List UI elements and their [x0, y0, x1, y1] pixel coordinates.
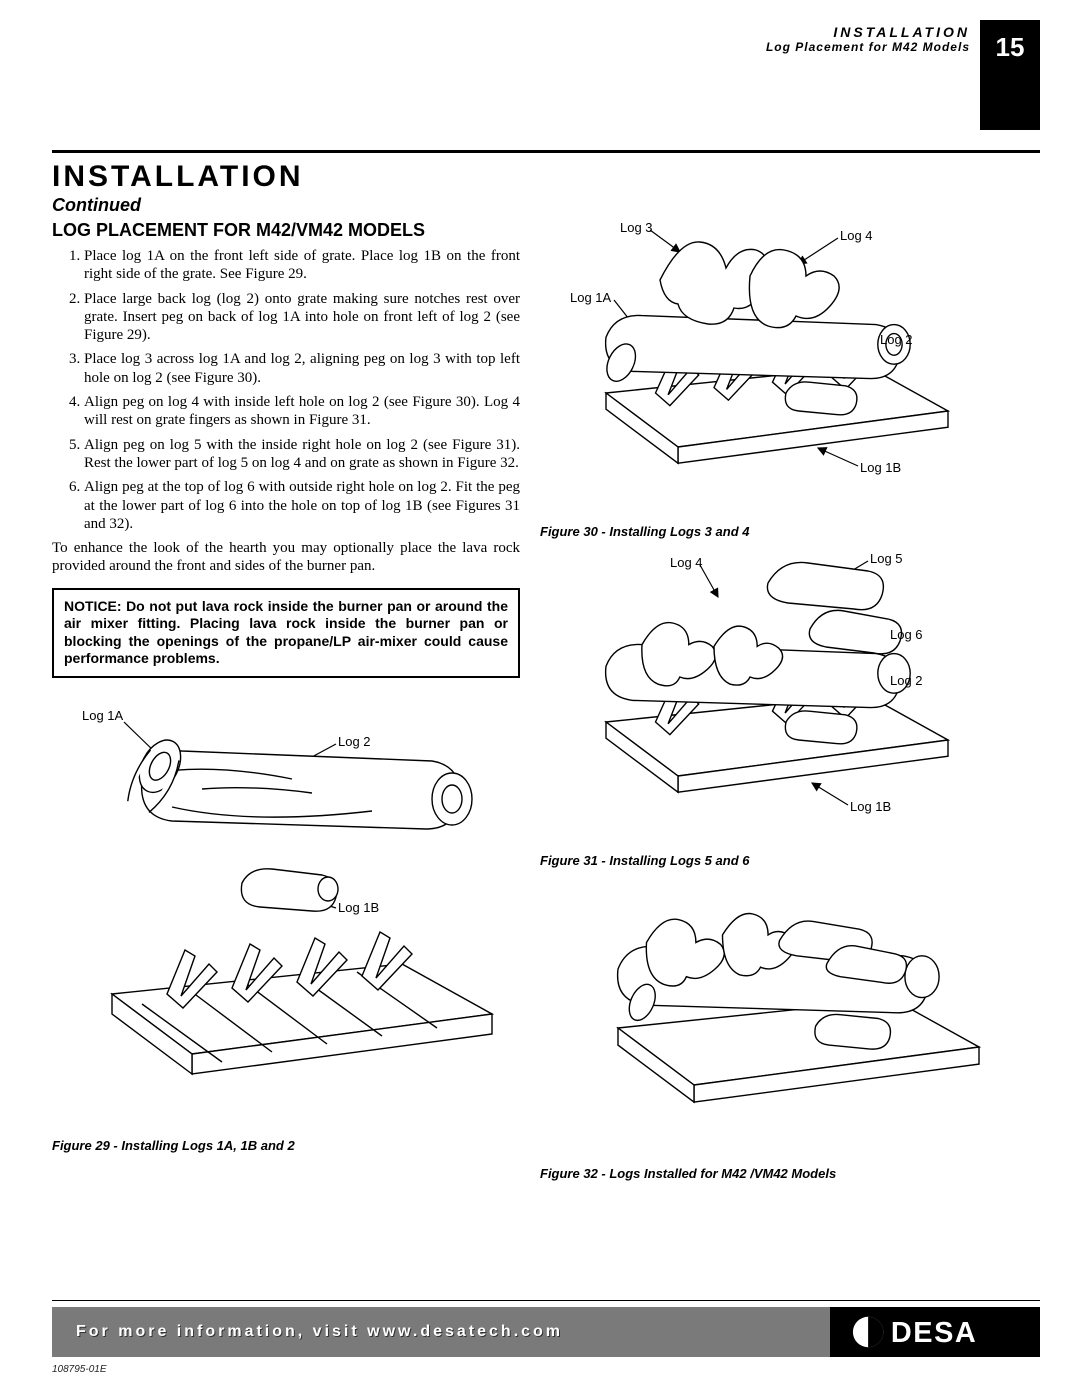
- footer-bar: For more information, visit www.desatech…: [52, 1307, 1040, 1357]
- right-column: Log 3 Log 4 Log 1A Log 2 Log 1B: [540, 220, 1040, 1181]
- figure-31-caption: Figure 31 - Installing Logs 5 and 6: [540, 853, 1040, 868]
- label-log4: Log 4: [670, 555, 703, 570]
- label-log6: Log 6: [890, 627, 923, 642]
- step-item: Place log 3 across log 1A and log 2, ali…: [84, 350, 520, 387]
- header-section: INSTALLATION: [766, 24, 970, 40]
- step-item: Align peg at the top of log 6 with outsi…: [84, 478, 520, 533]
- page: INSTALLATION Log Placement for M42 Model…: [0, 0, 1080, 1397]
- label-log1b: Log 1B: [338, 900, 379, 915]
- label-log2: Log 2: [880, 332, 913, 347]
- step-item: Place log 1A on the front left side of g…: [84, 247, 520, 284]
- step-item: Align peg on log 4 with inside left hole…: [84, 393, 520, 430]
- footer-rule: [52, 1300, 1040, 1301]
- figure-29-svg: [52, 694, 520, 1124]
- steps-list: Place log 1A on the front left side of g…: [52, 247, 520, 533]
- brand-logo: DESA: [830, 1307, 1040, 1357]
- figure-30-svg: [540, 220, 1040, 520]
- figure-30: Log 3 Log 4 Log 1A Log 2 Log 1B: [540, 220, 1040, 520]
- continued-label: Continued: [52, 195, 141, 216]
- label-log1b: Log 1B: [850, 799, 891, 814]
- left-column: LOG PLACEMENT FOR M42/VM42 MODELS Place …: [52, 220, 520, 1153]
- figure-31-svg: [540, 549, 1040, 849]
- svg-text:DESA: DESA: [891, 1317, 977, 1349]
- notice-box: NOTICE: Do not put lava rock inside the …: [52, 588, 520, 678]
- figure-29-caption: Figure 29 - Installing Logs 1A, 1B and 2: [52, 1138, 520, 1153]
- figure-30-caption: Figure 30 - Installing Logs 3 and 4: [540, 524, 1040, 539]
- step-item: Align peg on log 5 with the inside right…: [84, 436, 520, 473]
- figure-29: Log 1A Log 2 Log 1B: [52, 694, 520, 1134]
- label-log2: Log 2: [338, 734, 371, 749]
- document-number: 108795-01E: [52, 1364, 107, 1375]
- figure-32: [540, 882, 1040, 1162]
- label-log4: Log 4: [840, 228, 873, 243]
- label-log5: Log 5: [870, 551, 903, 566]
- footer-text: For more information, visit www.desatech…: [52, 1307, 830, 1357]
- page-header: INSTALLATION Log Placement for M42 Model…: [766, 20, 1040, 130]
- page-title: INSTALLATION: [52, 160, 304, 194]
- step-item: Place large back log (log 2) onto grate …: [84, 290, 520, 345]
- label-log1a: Log 1A: [570, 290, 611, 305]
- label-log2: Log 2: [890, 673, 923, 688]
- header-rule: [52, 150, 1040, 153]
- label-log1b: Log 1B: [860, 460, 901, 475]
- label-log1a: Log 1A: [82, 708, 123, 723]
- label-log3: Log 3: [620, 220, 653, 235]
- figure-32-svg: [540, 882, 1040, 1162]
- section-heading: LOG PLACEMENT FOR M42/VM42 MODELS: [52, 220, 520, 241]
- figure-31: Log 4 Log 5 Log 6 Log 2 Log 1B: [540, 549, 1040, 849]
- page-number: 15: [980, 20, 1040, 130]
- figure-32-caption: Figure 32 - Logs Installed for M42 /VM42…: [540, 1166, 1040, 1181]
- header-text-block: INSTALLATION Log Placement for M42 Model…: [766, 20, 980, 130]
- enhance-paragraph: To enhance the look of the hearth you ma…: [52, 539, 520, 576]
- header-subtitle: Log Placement for M42 Models: [766, 40, 970, 54]
